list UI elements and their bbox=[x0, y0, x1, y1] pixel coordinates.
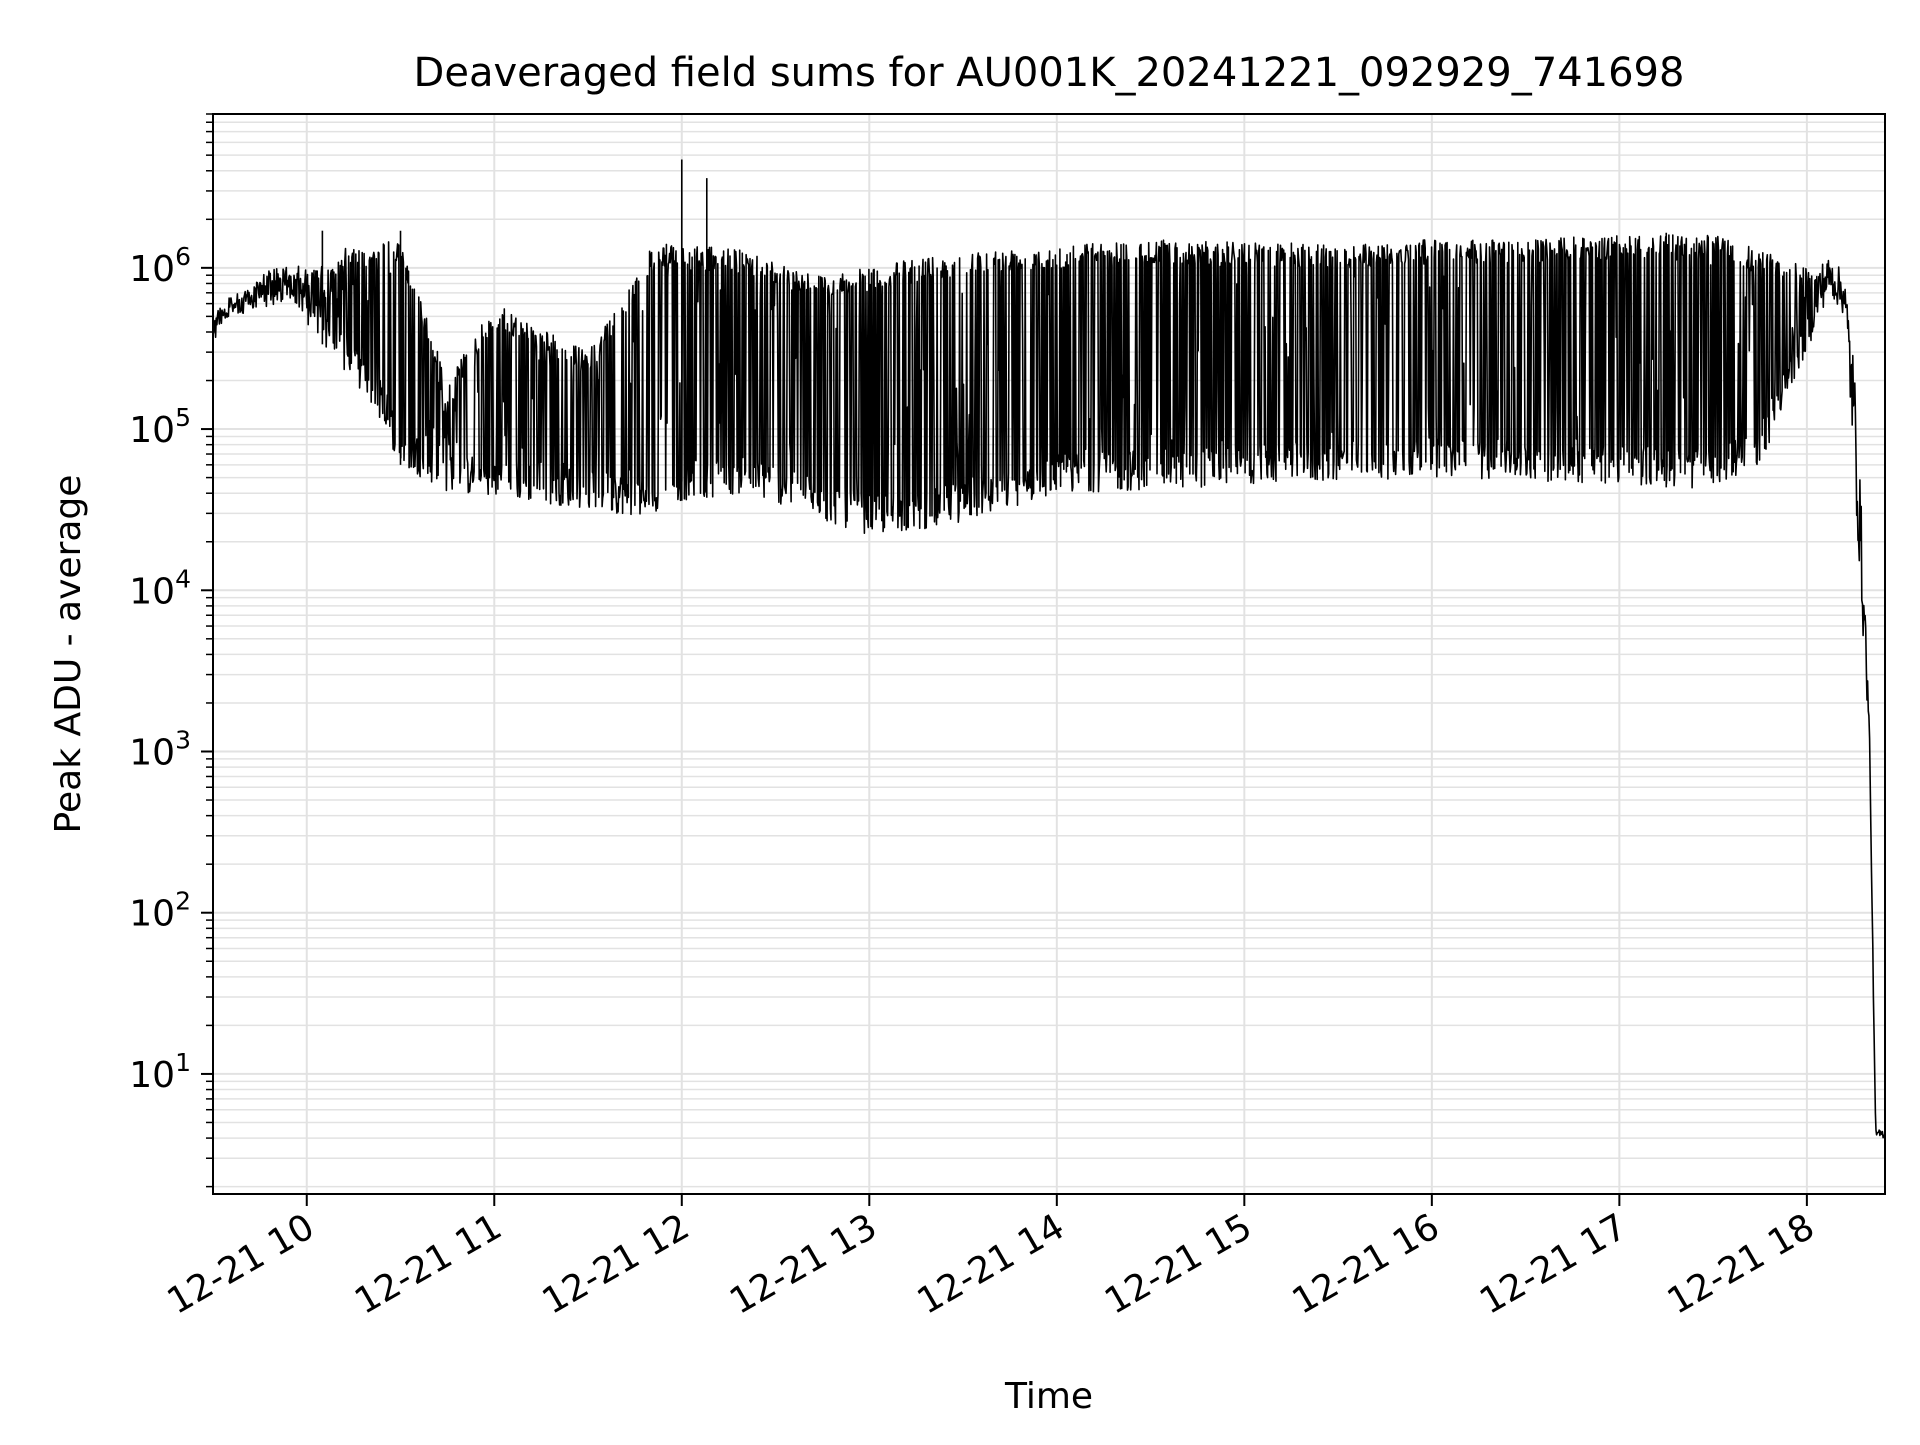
y-tick-label: 102 bbox=[129, 887, 191, 935]
chart-title: Deaveraged field sums for AU001K_2024122… bbox=[414, 50, 1685, 96]
y-tick-label: 106 bbox=[129, 242, 191, 290]
grid bbox=[213, 113, 1885, 1194]
y-tick-label: 104 bbox=[129, 564, 191, 612]
y-tick-label: 103 bbox=[129, 725, 191, 773]
data-series bbox=[212, 159, 1886, 1139]
y-tick-label: 101 bbox=[129, 1048, 191, 1096]
series-line bbox=[212, 234, 1886, 1139]
y-tick-label: 105 bbox=[129, 403, 191, 451]
y-axis-label: Peak ADU - average bbox=[48, 475, 89, 834]
x-axis-label: Time bbox=[1004, 1376, 1093, 1417]
